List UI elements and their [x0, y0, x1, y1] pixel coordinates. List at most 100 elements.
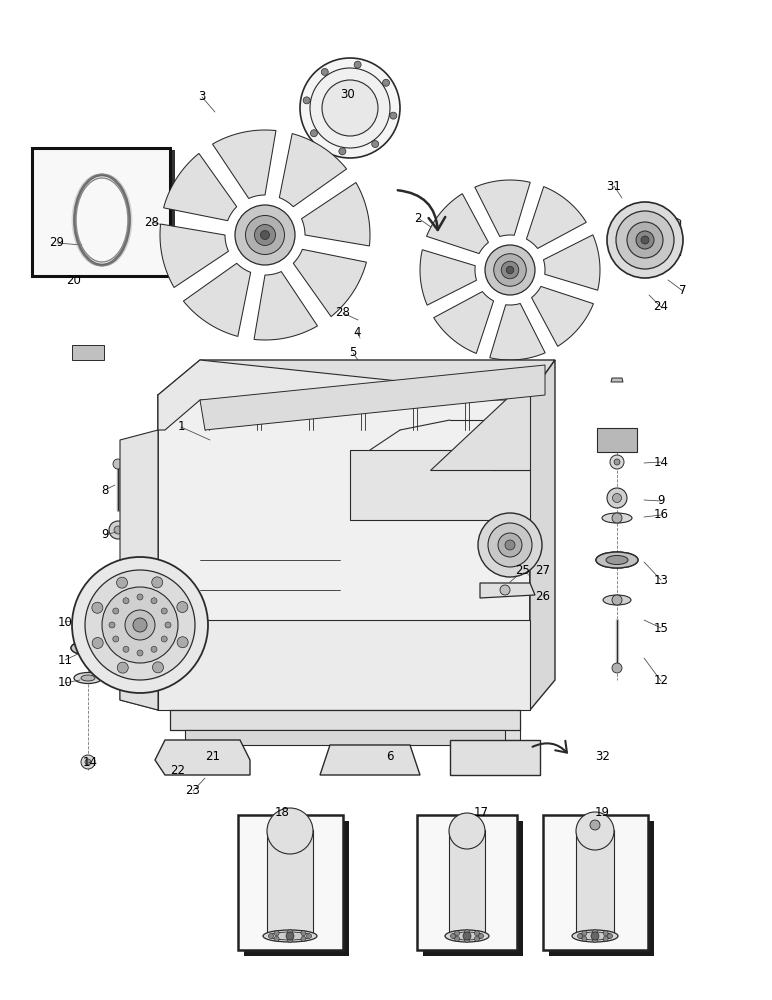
Polygon shape: [120, 560, 158, 710]
Circle shape: [449, 813, 485, 849]
Circle shape: [610, 455, 624, 469]
Circle shape: [92, 602, 103, 613]
Circle shape: [612, 595, 622, 605]
Text: 4: 4: [354, 326, 361, 338]
Text: 26: 26: [536, 589, 550, 602]
Text: 9: 9: [657, 494, 665, 508]
Ellipse shape: [445, 930, 489, 942]
Circle shape: [582, 936, 587, 941]
Circle shape: [301, 936, 306, 941]
Polygon shape: [543, 235, 600, 290]
Bar: [549, 821, 654, 956]
Circle shape: [137, 650, 143, 656]
Text: 12: 12: [654, 674, 669, 688]
Circle shape: [603, 936, 608, 941]
Circle shape: [576, 812, 614, 850]
Polygon shape: [530, 360, 555, 710]
Circle shape: [109, 622, 115, 628]
Ellipse shape: [596, 552, 638, 568]
Polygon shape: [72, 345, 104, 360]
Circle shape: [113, 636, 119, 642]
Circle shape: [614, 459, 620, 465]
Circle shape: [287, 930, 293, 934]
Circle shape: [165, 622, 171, 628]
Circle shape: [269, 934, 273, 938]
Circle shape: [137, 594, 143, 600]
Circle shape: [152, 577, 163, 588]
Polygon shape: [155, 740, 250, 775]
Circle shape: [72, 557, 208, 693]
Polygon shape: [434, 292, 493, 353]
Circle shape: [485, 245, 535, 295]
Circle shape: [616, 211, 674, 269]
Circle shape: [501, 261, 519, 279]
Polygon shape: [350, 720, 390, 745]
Polygon shape: [158, 395, 530, 710]
Circle shape: [287, 938, 293, 942]
Bar: [543, 815, 648, 950]
Ellipse shape: [269, 932, 311, 940]
Circle shape: [627, 222, 663, 258]
Text: 21: 21: [205, 750, 221, 762]
Polygon shape: [254, 272, 317, 340]
Text: 10: 10: [58, 676, 73, 690]
Text: 22: 22: [171, 764, 185, 778]
Circle shape: [151, 598, 157, 604]
Circle shape: [113, 459, 123, 469]
Text: 20: 20: [66, 273, 81, 286]
Ellipse shape: [451, 932, 483, 940]
Circle shape: [390, 112, 397, 119]
Text: 13: 13: [654, 574, 669, 586]
Circle shape: [310, 68, 390, 148]
Polygon shape: [350, 450, 530, 520]
Text: 14: 14: [83, 756, 97, 768]
Polygon shape: [158, 360, 530, 430]
Circle shape: [177, 637, 188, 648]
Circle shape: [123, 598, 129, 604]
Polygon shape: [427, 194, 489, 254]
Text: 16: 16: [654, 508, 669, 522]
Circle shape: [500, 585, 510, 595]
Ellipse shape: [73, 611, 103, 622]
Circle shape: [372, 141, 379, 148]
Polygon shape: [302, 182, 370, 246]
Polygon shape: [293, 249, 367, 317]
Circle shape: [577, 934, 583, 938]
Circle shape: [321, 68, 328, 75]
Circle shape: [322, 80, 378, 136]
Ellipse shape: [71, 641, 105, 655]
Circle shape: [153, 662, 164, 673]
Circle shape: [612, 513, 622, 523]
Circle shape: [636, 231, 654, 249]
Text: 28: 28: [144, 216, 160, 229]
Ellipse shape: [572, 930, 618, 942]
Text: 9: 9: [101, 528, 109, 542]
Circle shape: [612, 493, 621, 502]
Circle shape: [286, 932, 294, 940]
Circle shape: [255, 225, 276, 245]
Polygon shape: [475, 180, 530, 237]
Text: 29: 29: [49, 236, 65, 249]
Polygon shape: [279, 134, 347, 207]
Text: 18: 18: [275, 806, 290, 818]
Circle shape: [300, 58, 400, 158]
Circle shape: [267, 808, 313, 854]
Circle shape: [498, 533, 522, 557]
Polygon shape: [611, 378, 623, 382]
Polygon shape: [164, 153, 237, 221]
Polygon shape: [200, 365, 545, 430]
Circle shape: [451, 934, 455, 938]
Circle shape: [161, 636, 168, 642]
Polygon shape: [450, 740, 540, 775]
Circle shape: [465, 930, 469, 934]
Circle shape: [85, 570, 195, 680]
Ellipse shape: [74, 672, 102, 684]
Polygon shape: [430, 395, 530, 470]
Circle shape: [612, 663, 622, 673]
Circle shape: [301, 931, 306, 936]
Circle shape: [235, 205, 295, 265]
Circle shape: [592, 938, 598, 942]
Polygon shape: [267, 830, 313, 935]
Text: 3: 3: [198, 91, 205, 104]
Circle shape: [109, 521, 127, 539]
